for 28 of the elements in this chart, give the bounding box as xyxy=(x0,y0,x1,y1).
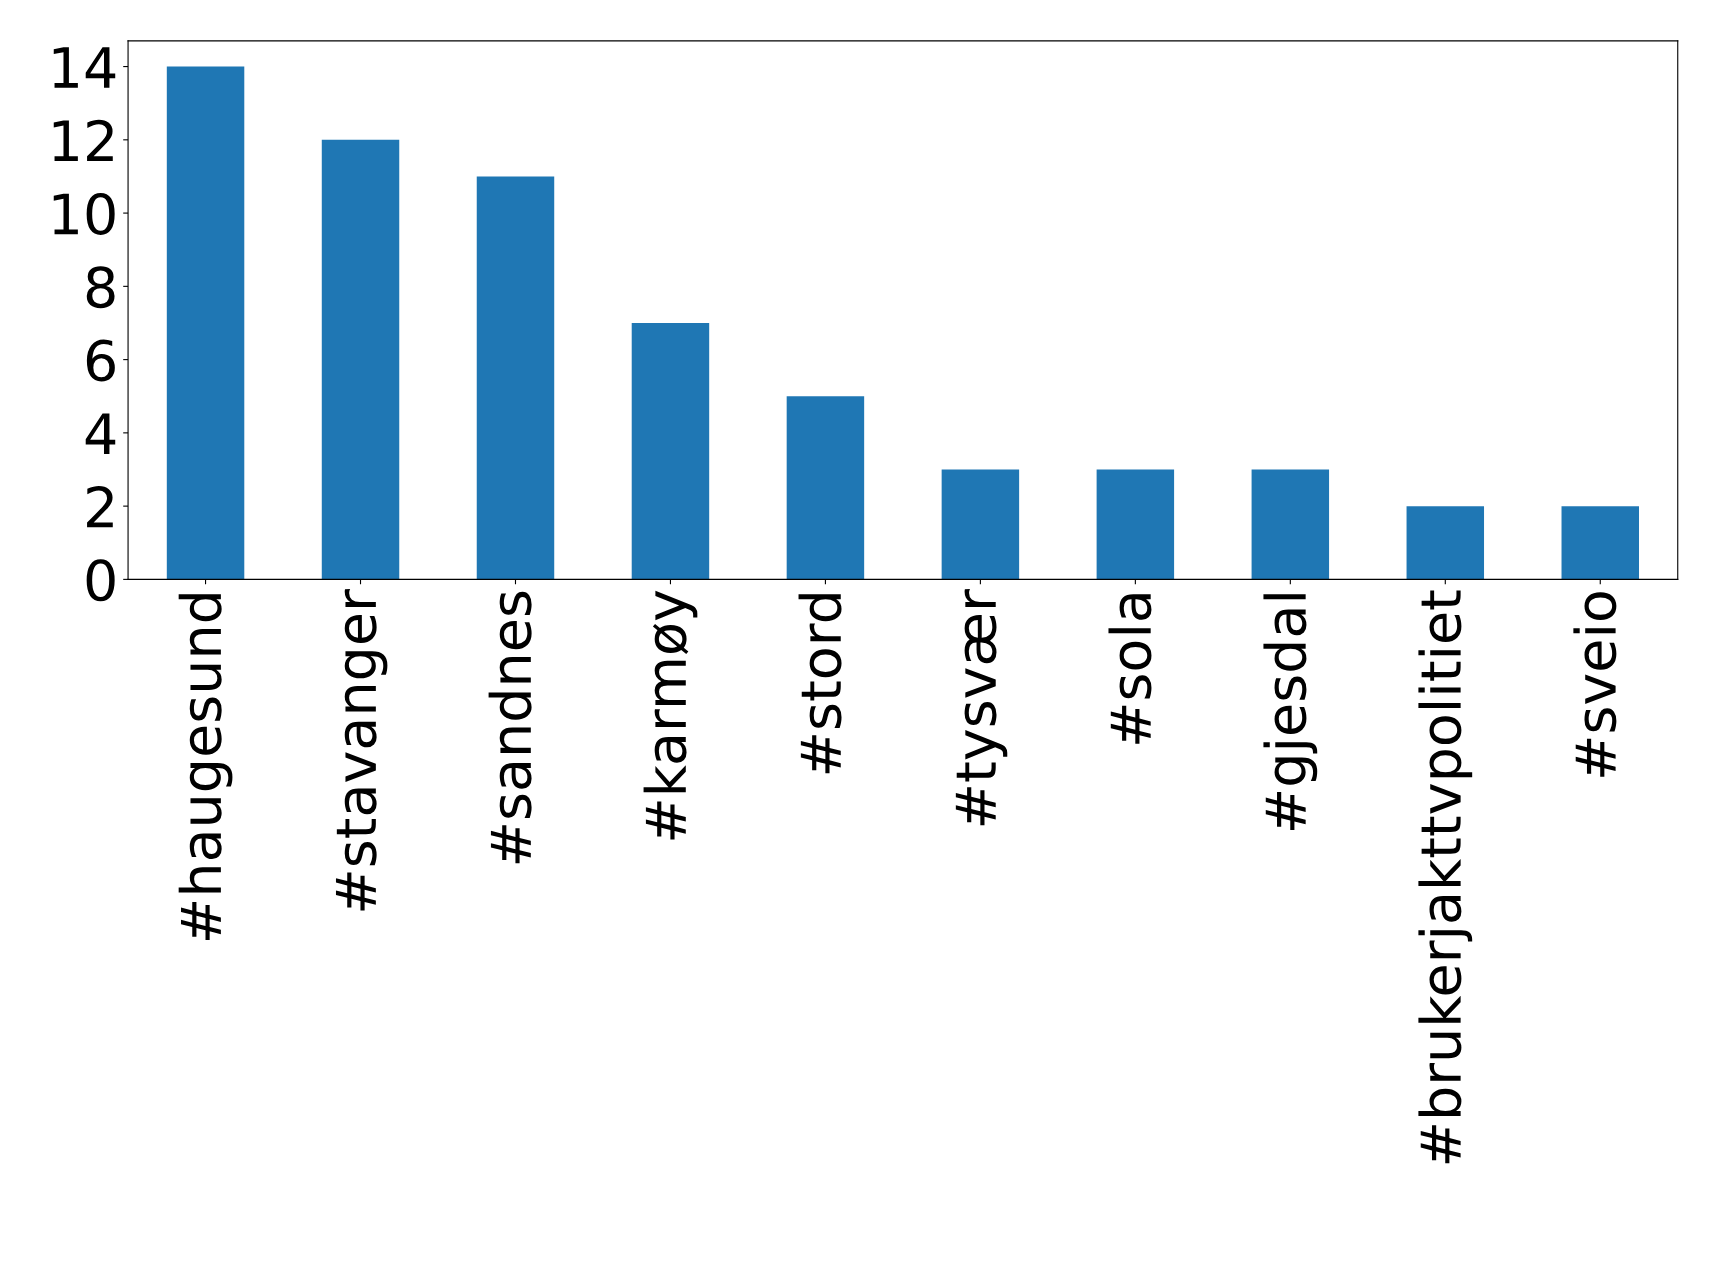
y-tick-label: 10 xyxy=(53,192,115,235)
y-tick-label: 6 xyxy=(86,339,115,382)
x-tick-label: #sveio xyxy=(1573,592,1617,777)
x-tick-label: #stord xyxy=(798,594,842,774)
y-tick-label: 8 xyxy=(86,266,115,309)
y-tick-label: 14 xyxy=(53,47,116,88)
y-tick-label: 12 xyxy=(53,119,113,161)
x-tick-label: #haugesund xyxy=(178,594,233,940)
bar xyxy=(1561,506,1639,580)
x-tick-label: #sandnes xyxy=(488,591,532,864)
bar xyxy=(941,469,1020,580)
y-tick-label: 4 xyxy=(85,413,116,454)
y-tick-label: 2 xyxy=(87,486,113,528)
bar xyxy=(476,176,555,580)
x-tick-label: #karmøy xyxy=(643,590,698,840)
x-tick-label: #tysvær xyxy=(955,589,1008,826)
bar xyxy=(1251,469,1330,580)
bar xyxy=(166,66,245,580)
bar xyxy=(321,139,400,580)
bar xyxy=(1406,506,1485,580)
bar xyxy=(1096,469,1175,580)
x-tick-label: #stavanger xyxy=(335,589,388,911)
x-tick-label: #sola xyxy=(1108,594,1152,744)
bar xyxy=(786,396,865,580)
bar xyxy=(631,322,710,580)
y-tick-label: 0 xyxy=(86,559,115,602)
x-tick-label: #brukerjakttvpolitiet xyxy=(1418,590,1473,1164)
x-tick-label: #gjesdal xyxy=(1263,594,1318,830)
